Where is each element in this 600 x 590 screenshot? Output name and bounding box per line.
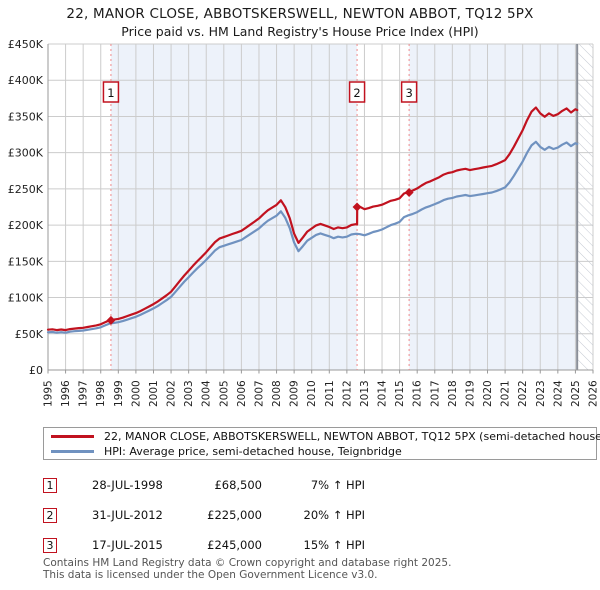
transaction-price: £225,000 (207, 508, 262, 522)
sale-marker-diamond (106, 315, 116, 325)
page-title: 22, MANOR CLOSE, ABBOTSKERSWELL, NEWTON … (66, 6, 534, 22)
x-tick-label: 2011 (324, 380, 336, 407)
x-tick-label: 2020 (482, 380, 494, 407)
legend-label: HPI: Average price, semi-detached house,… (104, 444, 402, 458)
y-axis-labels: £0 £50K £100K £150K £200K £250K £300K £350K £400… (8, 38, 44, 377)
x-tick-label: 1995 (43, 380, 55, 407)
chart-legend: 22, MANOR CLOSE, ABBOTSKERSWELL, NEWTON … (43, 427, 600, 460)
x-tick-label: 2004 (201, 380, 213, 407)
transaction-row-2: 2 31-JUL-2012 £225,000 20% ↑ HPI (43, 506, 365, 524)
transaction-price: £245,000 (207, 538, 262, 552)
x-tick-label: 1996 (60, 380, 72, 407)
x-tick-label: 2023 (535, 380, 547, 407)
ownership-shade (110, 44, 358, 370)
x-tick-label: 2017 (429, 380, 441, 407)
transaction-hpi-delta: 15% ↑ HPI (303, 538, 365, 552)
x-tick-label: 2001 (148, 380, 160, 407)
y-tick-label: £200K (8, 219, 44, 232)
transaction-hpi-delta: 20% ↑ HPI (303, 508, 365, 522)
price_paid_scaled-line (46, 106, 579, 332)
footer-line: This data is licensed under the Open Gov… (43, 568, 378, 581)
x-tick-label: 2016 (412, 380, 424, 407)
legend-item-hpi: HPI: Average price, semi-detached house,… (44, 444, 596, 459)
sale-number-box (348, 81, 366, 103)
legend-item-price-paid: 22, MANOR CLOSE, ABBOTSKERSWELL, NEWTON … (44, 429, 600, 444)
transaction-date: 31-JUL-2012 (92, 508, 163, 522)
x-tick-label: 2014 (377, 380, 389, 407)
footer-line: Contains HM Land Registry data © Crown c… (43, 557, 452, 569)
x-tick-label: 2026 (588, 380, 600, 407)
price-history-chart: £0 £50K £100K £150K £200K £250K £300K £350K £400… (8, 38, 600, 407)
transaction-price: £68,500 (214, 478, 262, 492)
sale-number-box (400, 81, 418, 103)
y-tick-label: £450K (8, 38, 44, 51)
y-tick-label: £150K (8, 255, 44, 268)
gridlines (47, 43, 594, 371)
sale-number-label: 2 (353, 86, 360, 100)
legend-label: 22, MANOR CLOSE, ABBOTSKERSWELL, NEWTON … (104, 429, 600, 443)
y-tick-label: £50K (15, 328, 44, 341)
y-tick-label: £300K (8, 147, 44, 160)
x-tick-label: 2019 (464, 380, 476, 407)
y-tick-label: £350K (8, 110, 44, 123)
axes (47, 44, 594, 374)
transaction-number-badge: 3 (43, 537, 57, 553)
x-tick-label: 2008 (271, 380, 283, 407)
x-tick-label: 2000 (130, 380, 142, 407)
transaction-date: 17-JUL-2015 (92, 538, 163, 552)
transaction-date: 28-JUL-1998 (92, 478, 163, 492)
x-tick-label: 2010 (306, 380, 318, 407)
y-tick-label: £0 (29, 364, 43, 377)
x-tick-label: 2007 (253, 380, 265, 407)
hpi_average-line (46, 140, 579, 334)
x-tick-label: 2022 (517, 380, 529, 407)
transaction-hpi-delta: 7% ↑ HPI (310, 478, 365, 492)
sale-number-box (102, 81, 120, 103)
x-tick-label: 2021 (500, 380, 512, 407)
x-tick-label: 2006 (236, 380, 248, 407)
transaction-row-1: 1 28-JUL-1998 £68,500 7% ↑ HPI (43, 476, 365, 494)
ownership-shade (409, 44, 578, 370)
x-tick-label: 2015 (394, 380, 406, 407)
sale-number-label: 3 (405, 86, 412, 100)
x-tick-label: 2005 (218, 380, 230, 407)
price-paid-line-swatch (51, 434, 94, 438)
y-tick-label: £250K (8, 183, 44, 196)
x-tick-label: 2012 (341, 380, 353, 407)
sale-marker-diamond (352, 202, 362, 212)
x-axis-labels: 1995 1996 1997 1998 1999 2000 2001 2002 2003 2004… (43, 380, 600, 407)
x-tick-label: 1998 (95, 380, 107, 407)
sale-marker-diamond (404, 188, 414, 198)
x-tick-label: 1997 (78, 380, 90, 407)
x-tick-label: 2024 (552, 380, 564, 407)
license-footer: Contains HM Land Registry data © Crown c… (43, 557, 452, 581)
x-tick-label: 2003 (183, 380, 195, 407)
no-data-hatch (577, 44, 593, 370)
x-tick-label: 1999 (113, 380, 125, 407)
x-tick-label: 2013 (359, 380, 371, 407)
page-subtitle: Price paid vs. HM Land Registry's House … (121, 24, 479, 39)
x-tick-label: 2009 (289, 380, 301, 407)
hpi-line-swatch (51, 449, 94, 453)
y-tick-label: £400K (8, 74, 44, 87)
x-tick-label: 2002 (166, 380, 178, 407)
x-tick-label: 2018 (447, 380, 459, 407)
transaction-number-badge: 1 (43, 477, 57, 493)
transaction-number-badge: 2 (43, 507, 57, 523)
transaction-row-3: 3 17-JUL-2015 £245,000 15% ↑ HPI (43, 536, 365, 554)
x-tick-label: 2025 (570, 380, 582, 407)
sale-number-label: 1 (107, 86, 114, 100)
y-tick-label: £100K (8, 292, 44, 305)
